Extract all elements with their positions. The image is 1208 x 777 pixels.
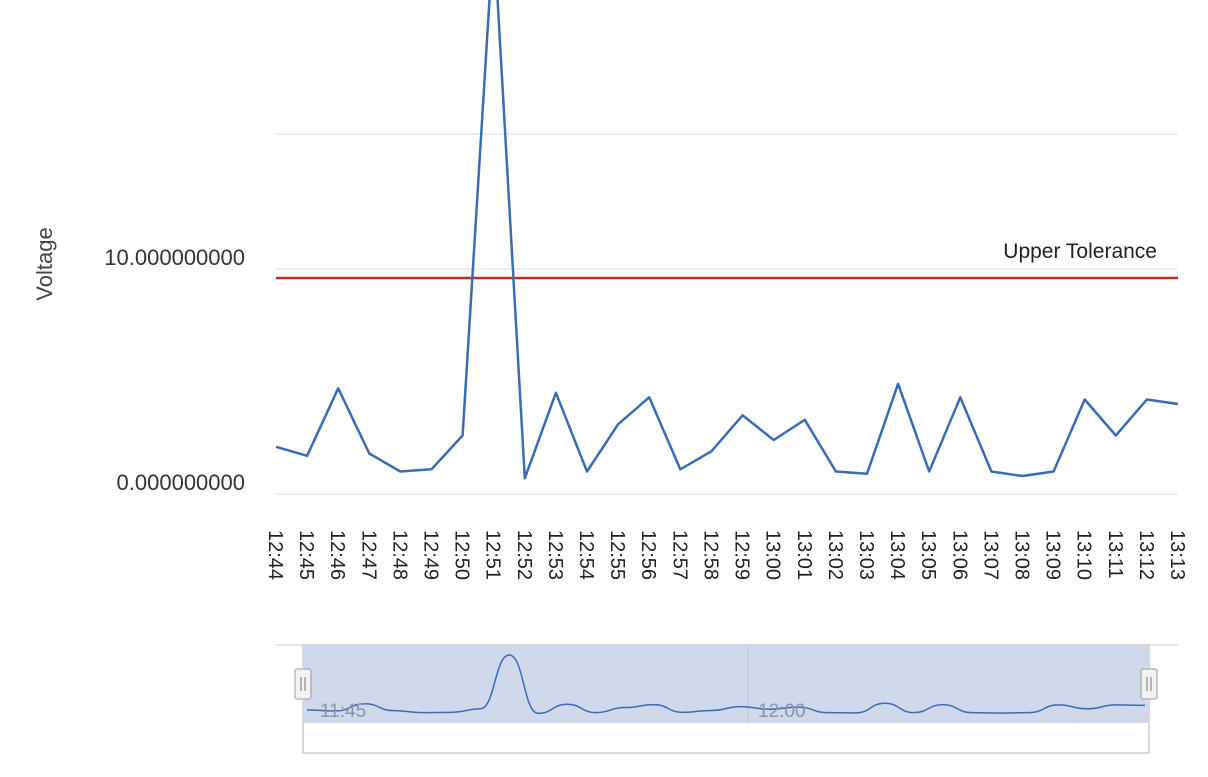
x-tick-label: 13:06 <box>948 530 970 580</box>
x-tick-label: 12:54 <box>575 530 597 580</box>
handle-body[interactable] <box>295 669 311 699</box>
y-axis-label: Voltage <box>32 227 57 300</box>
x-tick-label: 12:59 <box>731 530 753 580</box>
x-tick-label: 12:45 <box>295 530 317 580</box>
x-tick-label: 13:13 <box>1166 530 1188 580</box>
x-tick-label: 13:03 <box>855 530 877 580</box>
x-tick-label: 13:05 <box>917 530 939 580</box>
x-tick-label: 12:48 <box>388 530 410 580</box>
x-tick-label: 12:52 <box>513 530 535 580</box>
x-tick-label: 12:57 <box>668 530 690 580</box>
x-tick-label: 12:49 <box>420 530 442 580</box>
x-tick-label: 12:44 <box>264 530 286 580</box>
x-tick-label: 13:09 <box>1042 530 1064 580</box>
x-tick-label: 12:53 <box>544 530 566 580</box>
x-tick-label: 12:58 <box>699 530 721 580</box>
upper-tolerance-label: Upper Tolerance <box>1003 240 1157 263</box>
x-tick-label: 12:50 <box>451 530 473 580</box>
x-tick-label: 13:00 <box>762 530 784 580</box>
x-tick-label: 13:12 <box>1135 530 1157 580</box>
navigator-time-label: 11:45 <box>320 701 366 722</box>
y-tick-label: 0.000000000 <box>117 470 245 495</box>
x-tick-label: 12:51 <box>482 530 504 580</box>
navigator-right-handle[interactable] <box>1141 669 1157 699</box>
x-tick-label: 13:01 <box>793 530 815 580</box>
x-tick-label: 13:11 <box>1104 530 1126 579</box>
x-tick-label: 12:47 <box>357 530 379 580</box>
handle-body[interactable] <box>1141 669 1157 699</box>
x-tick-label: 12:56 <box>637 530 659 580</box>
y-tick-label: 10.000000000 <box>104 245 245 270</box>
x-tick-label: 13:02 <box>824 530 846 580</box>
navigator-left-handle[interactable] <box>295 669 311 699</box>
x-tick-label: 13:07 <box>979 530 1001 580</box>
navigator-selection[interactable] <box>303 645 1149 723</box>
x-tick-label: 13:08 <box>1010 530 1032 580</box>
x-tick-label: 12:55 <box>606 530 628 580</box>
x-tick-label: 13:04 <box>886 530 908 580</box>
x-tick-label: 13:10 <box>1073 530 1095 580</box>
x-tick-label: 12:46 <box>326 530 348 580</box>
navigator-time-label: 12:00 <box>758 701 806 722</box>
